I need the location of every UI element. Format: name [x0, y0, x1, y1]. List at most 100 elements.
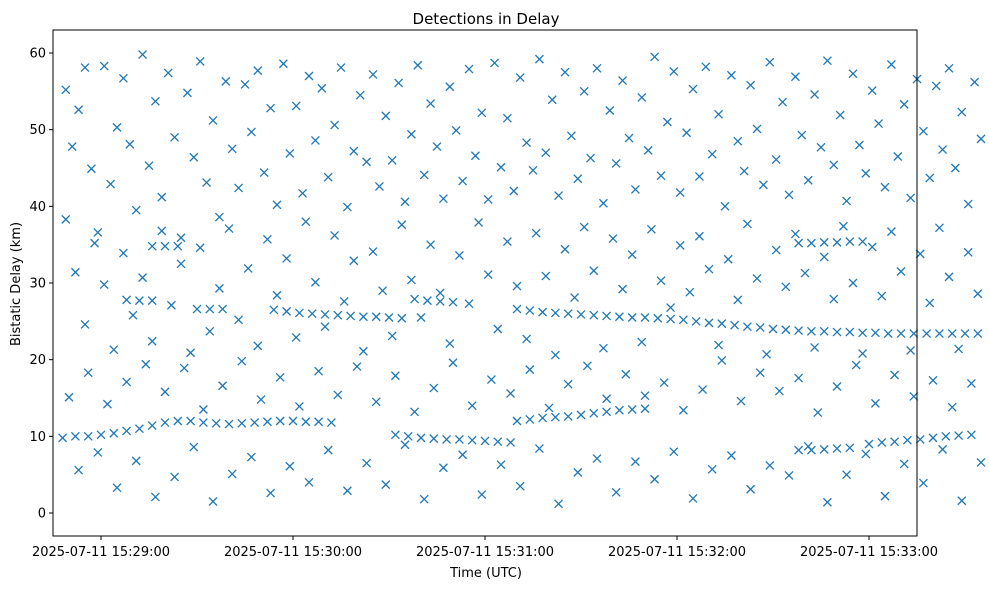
detection-point-clutter [195, 243, 205, 253]
detection-point-track-low-5 [864, 439, 874, 449]
detection-point-clutter [579, 222, 589, 232]
detection-point-track-low-5 [890, 437, 900, 447]
detection-point-track-low-3 [563, 411, 573, 421]
detection-point-clutter [237, 356, 247, 366]
detection-point-track-mid-5 [883, 329, 893, 339]
detection-point-clutter [256, 395, 266, 404]
chart-title: Detections in Delay [413, 10, 560, 28]
detection-point-clutter [320, 322, 330, 332]
detection-point-clutter [486, 375, 496, 385]
detection-point-track-mid-3 [294, 308, 304, 318]
detection-point-track-mid-4 [435, 296, 445, 306]
detection-point-track-mid-5 [576, 309, 586, 319]
detection-point-clutter [506, 388, 516, 398]
detection-point-clutter [352, 362, 362, 372]
detection-point-clutter [854, 140, 864, 150]
detection-point-clutter [570, 293, 580, 303]
detection-point-clutter [694, 231, 704, 241]
detection-point-track-low-2 [429, 434, 439, 444]
y-tick-label: 10 [29, 430, 46, 445]
detection-point-clutter [157, 192, 167, 202]
detection-point-track-mid-3 [358, 312, 368, 322]
y-tick-label: 30 [29, 277, 46, 292]
detection-point-clutter [752, 273, 762, 283]
detection-point-track-low-1 [326, 418, 336, 427]
detection-point-track-mid-3 [320, 309, 330, 319]
detection-point-clutter [397, 220, 407, 230]
detection-point-clutter [560, 244, 570, 254]
detection-point-clutter [582, 361, 592, 371]
detection-point-track-low-1 [211, 418, 221, 428]
detection-point-clutter [208, 116, 218, 125]
detection-point-track-mid-5 [858, 328, 868, 338]
detection-point-clutter [531, 228, 541, 238]
detection-point-clutter [662, 117, 672, 127]
detection-point-clutter [483, 270, 493, 280]
detection-point-track-low-3 [627, 405, 637, 414]
detection-point-clutter [973, 289, 983, 299]
detection-point-clutter [166, 300, 176, 310]
detection-point-track-low-5 [902, 435, 912, 445]
detection-point-clutter [630, 185, 640, 194]
detection-point-track-low-5 [966, 430, 976, 440]
detection-point-clutter [547, 95, 557, 105]
detection-point-track-mid-6 [845, 237, 855, 247]
detection-point-clutter [698, 385, 708, 395]
detection-point-clutter [413, 60, 423, 70]
detection-point-track-mid-5 [525, 306, 535, 316]
detection-point-track-mid-5 [806, 326, 816, 336]
detection-point-track-low-2 [416, 433, 426, 443]
detection-point-clutter [813, 408, 823, 418]
detection-point-clutter [656, 171, 666, 181]
detection-point-clutter [358, 346, 368, 356]
detection-point-clutter [438, 463, 448, 473]
detection-point-track-low-2 [467, 435, 477, 445]
detection-point-clutter [80, 319, 90, 329]
detection-point-clutter [640, 391, 650, 401]
detection-point-clutter [131, 205, 141, 215]
detection-point-clutter [554, 499, 564, 509]
detection-point-track-low-1 [262, 417, 272, 427]
detection-point-clutter [666, 303, 676, 312]
detection-point-clutter [650, 52, 660, 62]
detection-point-clutter [701, 62, 711, 72]
detection-point-track-low-1 [301, 417, 311, 427]
detection-point-clutter [918, 478, 928, 488]
detection-point-clutter [368, 70, 378, 79]
detection-point-track-mid-5 [909, 329, 919, 339]
detection-point-clutter [390, 371, 400, 381]
x-tick-label: 2025-07-11 15:32:00 [608, 545, 746, 560]
detection-point-track-low-1 [275, 416, 285, 426]
detection-point-track-mid-5 [742, 322, 752, 332]
detection-point-clutter [202, 178, 212, 188]
detection-point-clutter [592, 454, 602, 464]
detection-point-clutter [406, 129, 416, 139]
detection-point-clutter [259, 168, 269, 178]
detection-point-clutter [822, 56, 832, 66]
detection-point-clutter [541, 148, 551, 158]
detection-point-clutter [496, 162, 506, 172]
detection-point-track-mid-5 [627, 313, 637, 322]
detection-point-track-mid-5 [678, 315, 688, 325]
detection-point-clutter [272, 200, 282, 210]
detection-point-track-mid-5 [717, 319, 727, 329]
detection-point-clutter [214, 283, 224, 293]
detection-point-clutter [125, 139, 135, 149]
detection-point-clutter [86, 164, 96, 174]
detection-point-clutter [253, 341, 263, 351]
detection-point-clutter [794, 373, 804, 383]
detection-point-clutter [182, 88, 192, 98]
detection-point-clutter [976, 134, 986, 144]
detection-point-clutter [944, 63, 954, 73]
detection-point-clutter [502, 237, 512, 247]
detection-point-track-low-1 [224, 419, 234, 429]
detection-point-clutter [605, 106, 615, 115]
detection-point-clutter [899, 459, 909, 469]
detection-point-clutter [266, 488, 276, 498]
detection-point-track-low-5 [928, 433, 938, 443]
detection-point-clutter [746, 80, 756, 90]
detection-point-clutter [458, 176, 468, 186]
detection-point-clutter [957, 496, 967, 506]
detection-point-clutter [234, 183, 244, 193]
detection-point-track-mid-5 [794, 326, 804, 335]
